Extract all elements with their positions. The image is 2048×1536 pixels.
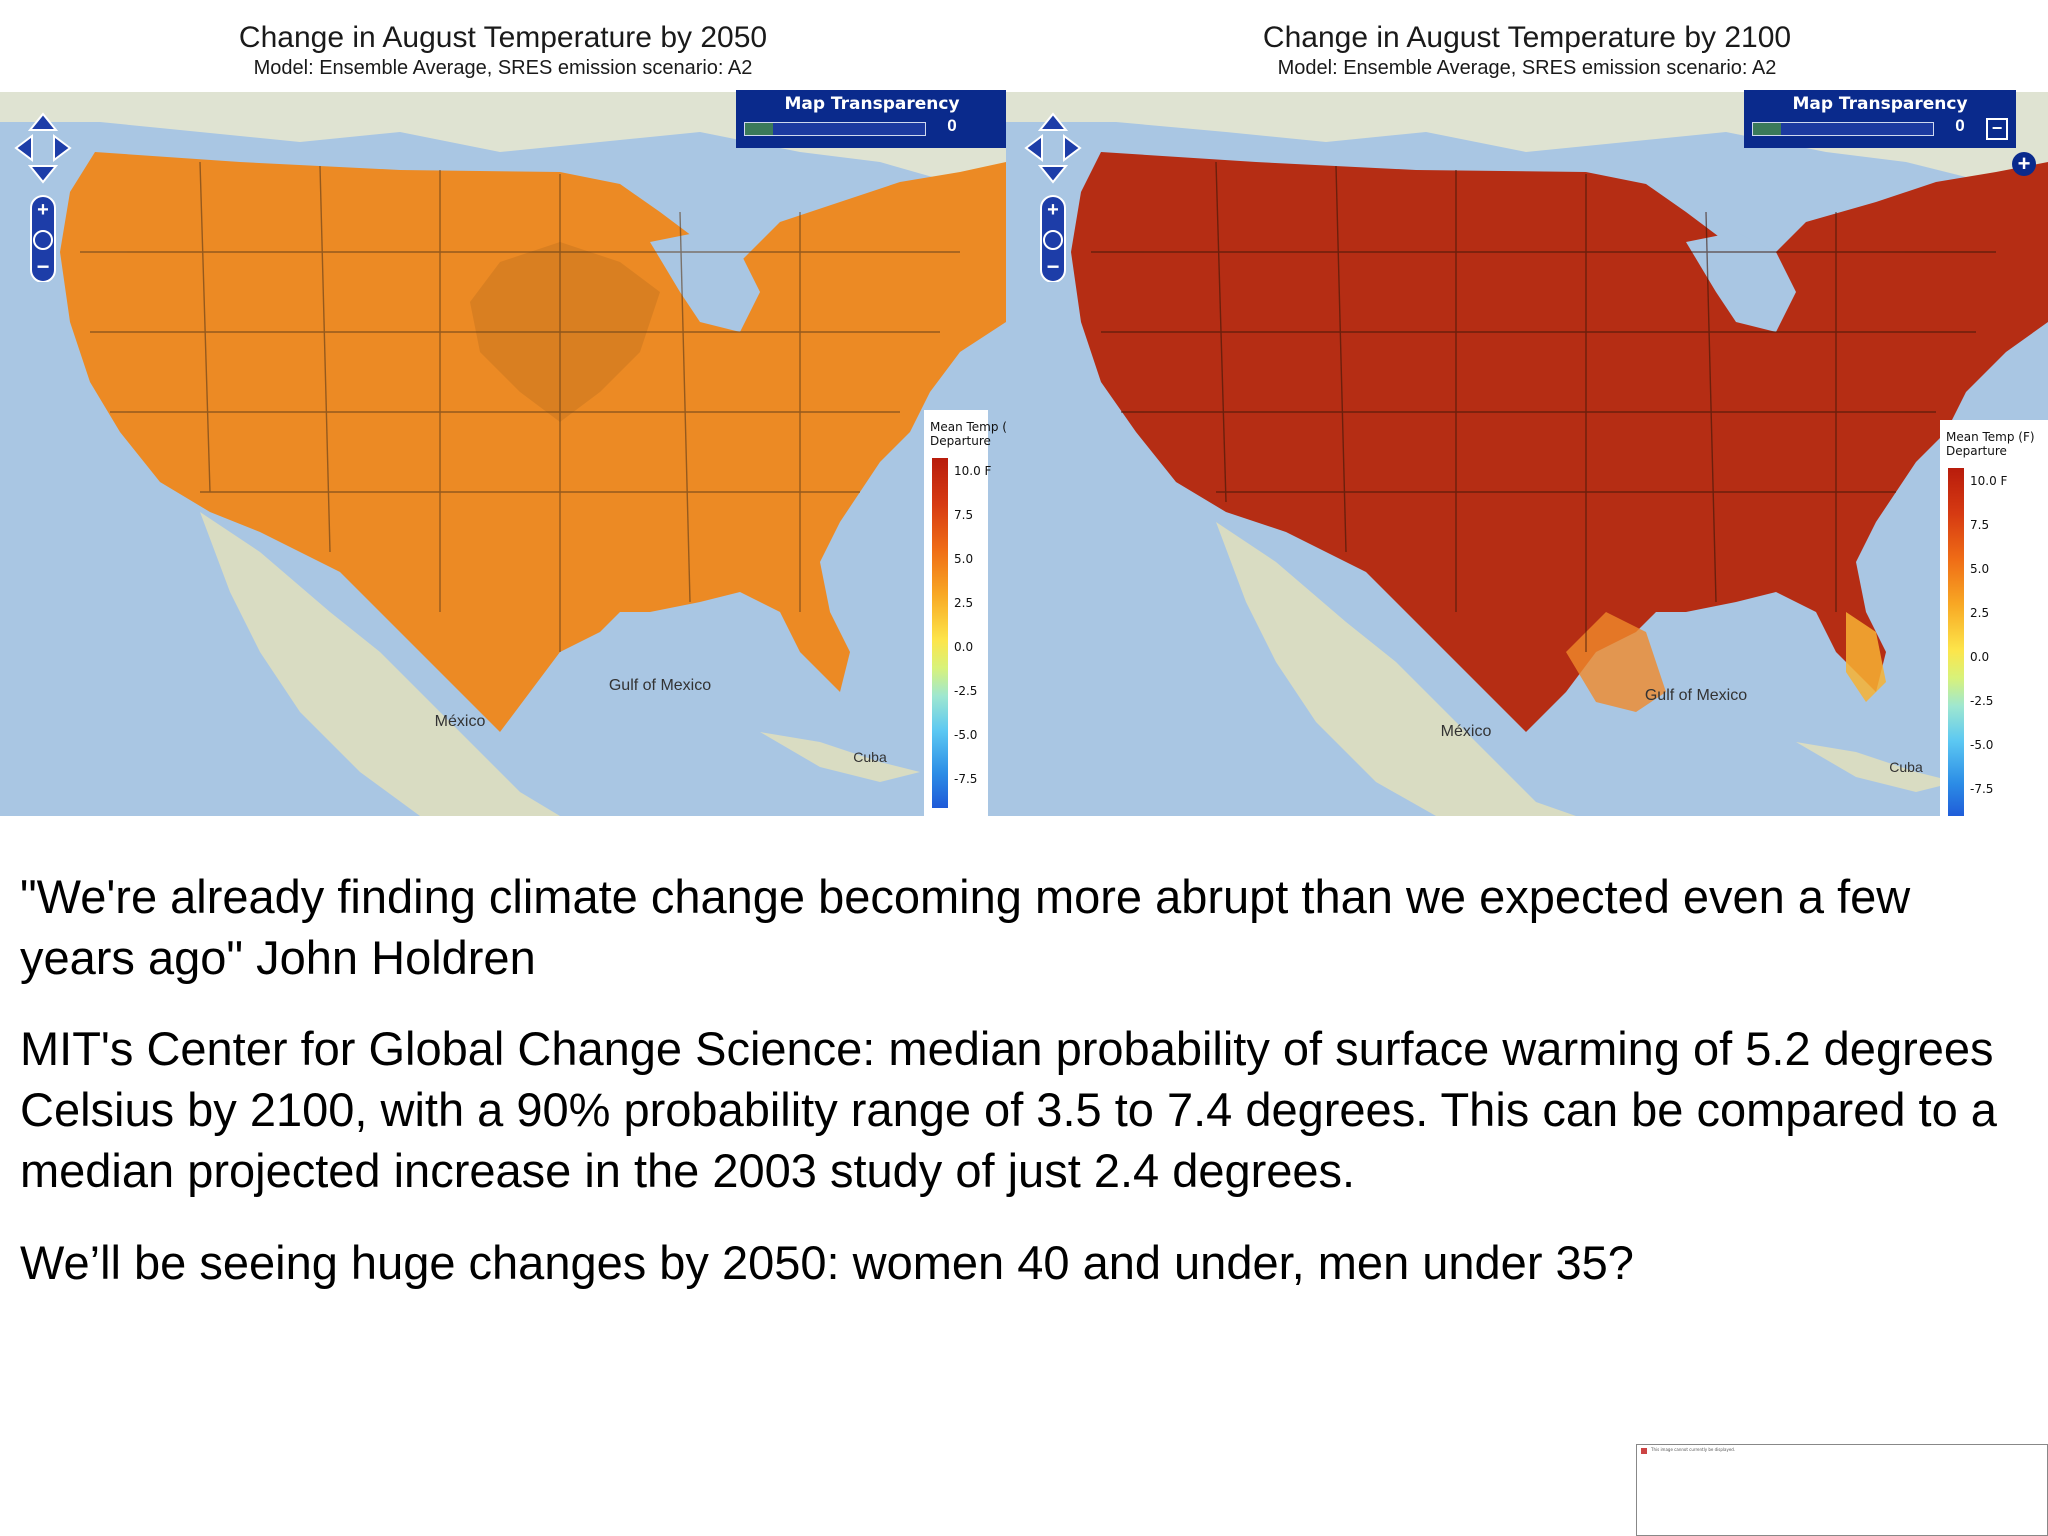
label-cuba: Cuba (853, 749, 887, 765)
legend-tick: -2.5 (954, 684, 978, 698)
florida-cooler (1846, 612, 1886, 702)
pan-down-icon[interactable] (1037, 165, 1069, 184)
map-legend: Mean Temp ( Departure 10.0 F 7.5 5.0 2.5… (924, 410, 1006, 816)
map-title: Change in August Temperature by 2050 (238, 21, 768, 54)
legend-tick: 5.0 (1970, 562, 1990, 576)
map-header: Change in August Temperature by 2050 Mod… (0, 0, 1006, 92)
pan-up-icon[interactable] (1037, 112, 1069, 131)
legend-tick: 0.0 (954, 640, 974, 654)
label-gulf: Gulf of Mexico (1645, 687, 1747, 704)
legend-tick: 2.5 (954, 596, 974, 610)
label-mexico: México (435, 713, 486, 730)
transparency-slider[interactable] (744, 122, 926, 136)
zoom-in-icon[interactable]: + (37, 199, 49, 221)
transparency-handle[interactable] (1753, 123, 1781, 135)
us-temperature-map: Gulf of Mexico México Cuba (1006, 92, 2048, 816)
map-canvas[interactable]: Gulf of Mexico México Cuba (0, 92, 1006, 816)
legend-title: Mean Temp (F) Departure (1940, 420, 2048, 458)
pan-left-icon[interactable] (14, 134, 33, 162)
transparency-slider[interactable] (1752, 122, 1934, 136)
legend-tick: 10.0 F (1970, 474, 2008, 488)
pan-up-icon[interactable] (27, 112, 59, 131)
cuba-land (760, 732, 920, 782)
image-placeholder: This image cannot currently be displayed… (1636, 1444, 2048, 1536)
transparency-label: Map Transparency (784, 94, 960, 114)
collapse-icon[interactable]: − (1986, 118, 2008, 140)
map-canvas[interactable]: Gulf of Mexico México Cuba (1006, 92, 2048, 816)
state-borders (1091, 161, 1996, 652)
great-lakes (650, 232, 760, 332)
legend-tick: 5.0 (954, 552, 974, 566)
legend-tick: 2.5 (1970, 606, 1990, 620)
closing-question: We’ll be seeing huge changes by 2050: wo… (20, 1236, 1634, 1289)
legend-title-line2: Departure (930, 434, 991, 448)
us-land-temp (1071, 152, 2048, 732)
pan-left-icon[interactable] (1024, 134, 1043, 162)
map-panel-2100: Change in August Temperature by 2100 Mod… (1006, 0, 2048, 816)
globe-icon[interactable] (33, 230, 53, 250)
legend-tick: 7.5 (954, 508, 974, 522)
label-gulf: Gulf of Mexico (609, 677, 711, 694)
map-header: Change in August Temperature by 2100 Mod… (1006, 0, 2048, 92)
legend-tick: -5.0 (1970, 738, 1994, 752)
place-labels: Gulf of Mexico México Cuba (1441, 687, 1923, 775)
legend-color-bar (1948, 468, 1964, 816)
mexico-land (200, 512, 560, 816)
map-subtitle: Model: Ensemble Average, SRES emission s… (1277, 57, 1777, 79)
great-lakes (1686, 232, 1796, 332)
legend-color-bar (932, 458, 948, 808)
zoom-out-icon[interactable]: − (1047, 254, 1060, 279)
map-title: Change in August Temperature by 2100 (1262, 21, 1792, 54)
cuba-land (1796, 742, 1956, 792)
legend-title-line1: Mean Temp ( (930, 420, 1006, 434)
broken-image-icon (1641, 1448, 1647, 1454)
label-cuba: Cuba (1889, 759, 1923, 775)
legend-title-line2: Departure (1946, 444, 2007, 458)
legend-tick: -5.0 (954, 728, 978, 742)
mexico-land (1216, 522, 1576, 816)
pan-right-icon[interactable] (1063, 134, 1082, 162)
map-navigation-control: + − (14, 112, 72, 283)
pan-right-icon[interactable] (53, 134, 72, 162)
mit-finding: MIT's Center for Global Change Science: … (20, 1022, 1997, 1197)
map-panel-2050: Change in August Temperature by 2050 Mod… (0, 0, 1006, 816)
globe-icon[interactable] (1043, 230, 1063, 250)
state-borders (80, 161, 960, 652)
holdren-quote: "We're already finding climate change be… (20, 870, 1911, 984)
expand-plus-icon[interactable]: + (2012, 152, 2036, 176)
us-temperature-map: Gulf of Mexico México Cuba (0, 92, 1006, 816)
legend-tick: -7.5 (1970, 782, 1994, 796)
transparency-value: 0 (1955, 116, 1965, 135)
legend-tick: 0.0 (1970, 650, 1990, 664)
label-mexico: México (1441, 723, 1492, 740)
zoom-out-icon[interactable]: − (37, 254, 50, 279)
transparency-value: 0 (947, 116, 957, 135)
placeholder-note: This image cannot currently be displayed… (1651, 1447, 1736, 1452)
map-legend: Mean Temp (F) Departure 10.0 F 7.5 5.0 2… (1940, 420, 2048, 816)
map-transparency-control: Map Transparency 0 − (1744, 90, 2016, 148)
legend-title-line1: Mean Temp (F) (1946, 430, 2035, 444)
legend-tick: 7.5 (1970, 518, 1990, 532)
legend-title: Mean Temp ( Departure (924, 410, 1006, 448)
legend-tick: -2.5 (1970, 694, 1994, 708)
map-subtitle: Model: Ensemble Average, SRES emission s… (253, 57, 753, 79)
gulf-coast-cooler (1566, 612, 1666, 712)
map-navigation-control: + − (1024, 112, 1082, 283)
zoom-in-icon[interactable]: + (1047, 199, 1059, 221)
legend-tick: 10.0 F (954, 464, 992, 478)
transparency-label: Map Transparency (1792, 94, 1968, 114)
transparency-handle[interactable] (745, 123, 773, 135)
pan-down-icon[interactable] (27, 165, 59, 184)
map-transparency-control: Map Transparency 0 (736, 90, 1006, 148)
us-land-temp (60, 152, 1006, 732)
legend-tick: -7.5 (954, 772, 978, 786)
place-labels: Gulf of Mexico México Cuba (435, 677, 887, 765)
